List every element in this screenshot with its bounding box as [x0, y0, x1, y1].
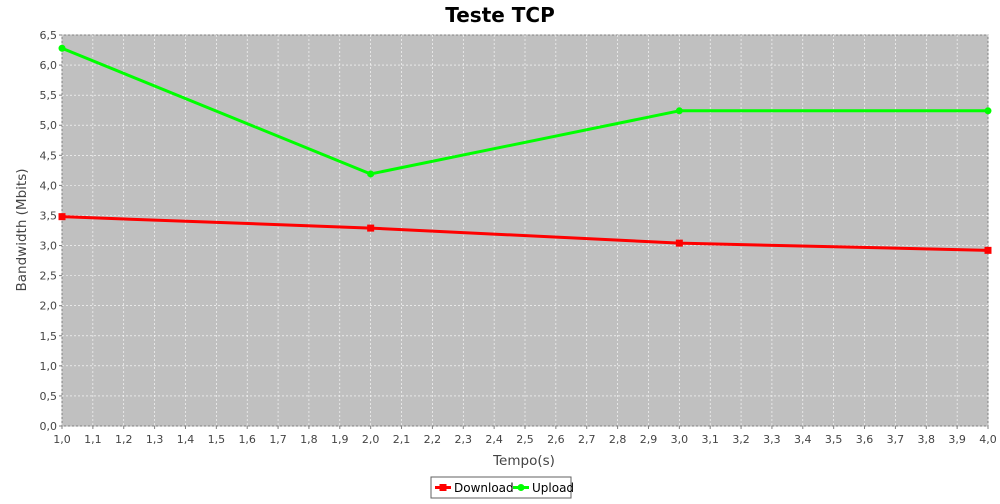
- x-tick-label: 1,4: [177, 433, 195, 446]
- x-tick-label: 3,4: [794, 433, 812, 446]
- x-tick-label: 3,3: [763, 433, 781, 446]
- series-layer: [58, 44, 992, 254]
- x-tick-label: 1,0: [53, 433, 71, 446]
- x-tick-label: 2,6: [547, 433, 565, 446]
- x-tick-label: 2,0: [362, 433, 380, 446]
- x-tick-label: 3,0: [671, 433, 689, 446]
- series-download: [58, 213, 992, 254]
- x-tick-label: 1,9: [331, 433, 349, 446]
- y-tick-label: 4,0: [40, 179, 58, 192]
- x-axis-ticks: 1,0 1,1 1,2 1,3 1,4 1,5 1,6 1,7 1,8 1,9 2,0 2,1 2,2 2…: [53, 426, 997, 446]
- legend-label-download: Download: [454, 481, 514, 495]
- x-tick-label: 3,1: [701, 433, 719, 446]
- legend: Download Upload: [430, 476, 574, 499]
- chart-title: Teste TCP: [445, 3, 555, 27]
- x-tick-label: 2,9: [640, 433, 658, 446]
- upload-point: [367, 170, 375, 178]
- x-tick-label: 3,5: [825, 433, 843, 446]
- x-tick-label: 1,2: [115, 433, 133, 446]
- x-tick-label: 4,0: [979, 433, 997, 446]
- y-tick-label: 0,0: [40, 420, 58, 433]
- legend-label-upload: Upload: [532, 481, 574, 495]
- legend-marker-download: [439, 484, 447, 491]
- upload-point: [58, 44, 66, 52]
- y-tick-label: 0,5: [40, 390, 58, 403]
- y-axis-label: Bandwidth (Mbits): [14, 169, 30, 292]
- upload-line: [61, 46, 988, 176]
- x-tick-label: 2,4: [485, 433, 503, 446]
- y-tick-label: 1,0: [40, 360, 58, 373]
- y-tick-label: 4,5: [40, 149, 58, 162]
- x-axis-label: Tempo(s): [492, 453, 555, 469]
- y-tick-label: 2,5: [40, 270, 58, 283]
- legend-box: [430, 476, 572, 499]
- y-tick-label: 6,5: [40, 29, 58, 42]
- download-point: [367, 224, 375, 232]
- series-upload: [58, 44, 992, 178]
- x-tick-label: 3,9: [948, 433, 966, 446]
- y-tick-label: 1,5: [40, 330, 58, 343]
- x-tick-label: 2,8: [609, 433, 627, 446]
- y-tick-label: 3,0: [40, 240, 58, 253]
- x-tick-label: 2,1: [393, 433, 411, 446]
- x-tick-label: 2,7: [578, 433, 596, 446]
- x-tick-label: 1,7: [269, 433, 287, 446]
- y-tick-label: 6,0: [40, 59, 58, 72]
- x-tick-label: 2,3: [455, 433, 473, 446]
- y-tick-label: 5,0: [40, 119, 58, 132]
- upload-point: [675, 107, 683, 115]
- upload-point: [984, 107, 992, 115]
- x-tick-label: 1,8: [300, 433, 318, 446]
- y-tick-label: 2,0: [40, 300, 58, 313]
- download-point: [675, 239, 683, 247]
- x-tick-label: 1,1: [84, 433, 102, 446]
- x-tick-label: 3,2: [732, 433, 750, 446]
- x-tick-label: 1,3: [146, 433, 164, 446]
- x-tick-label: 3,8: [918, 433, 936, 446]
- x-tick-label: 3,7: [887, 433, 905, 446]
- legend-marker-upload: [517, 484, 525, 491]
- x-tick-label: 2,2: [424, 433, 442, 446]
- x-tick-label: 3,6: [856, 433, 874, 446]
- y-axis-ticks: 0,0 0,5 1,0 1,5 2,0 2,5 3,0 3,5 4,0 4,5 5,0 5,5 6,0 6…: [40, 29, 62, 433]
- download-point: [984, 246, 992, 254]
- x-tick-label: 1,6: [238, 433, 256, 446]
- y-tick-label: 3,5: [40, 209, 58, 222]
- y-tick-label: 5,5: [40, 89, 58, 102]
- x-tick-label: 1,5: [208, 433, 226, 446]
- download-point: [58, 213, 66, 221]
- download-line: [61, 215, 989, 252]
- x-tick-label: 2,5: [516, 433, 534, 446]
- plot-area: [61, 34, 989, 427]
